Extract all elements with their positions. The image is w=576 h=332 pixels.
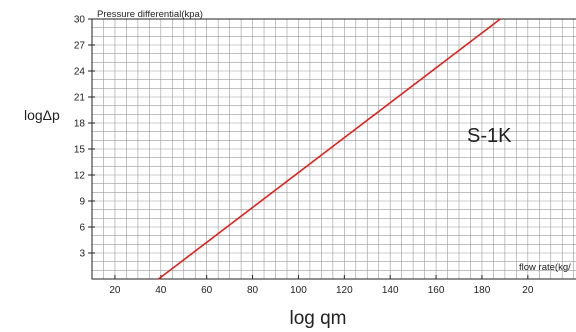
y-tick-label: 15: [74, 145, 86, 156]
y-axis-caption: Pressure differential(kpa): [97, 9, 203, 20]
series-layer: [158, 18, 501, 280]
x-tick-label: 40: [155, 285, 167, 296]
x-tick-label: 180: [474, 285, 491, 296]
y-tick-label: 27: [74, 41, 86, 52]
y-tick-label: 18: [74, 119, 86, 130]
y-tick-label: 3: [79, 249, 85, 260]
x-tick-label: 20: [109, 285, 121, 296]
y-tick-label: 30: [74, 15, 86, 26]
x-tick-label: 140: [382, 285, 399, 296]
y-axis: 3 6 9 12 15 18 21 24 27 30: [74, 15, 95, 260]
x-tick-label: 60: [201, 285, 213, 296]
x-axis: 20 40 60 80 100 120 140 160 180 20: [109, 275, 534, 296]
y-tick-label: 24: [74, 67, 86, 78]
x-tick-label: 120: [336, 285, 353, 296]
y-axis-label: logΔp: [24, 107, 60, 123]
x-axis-caption: flow rate(kg/: [519, 262, 571, 273]
grid: [91, 18, 576, 280]
x-axis-label: log qm: [289, 308, 346, 329]
model-label: S-1K: [467, 125, 512, 147]
x-tick-label: 160: [428, 285, 445, 296]
y-tick-label: 12: [74, 171, 86, 182]
x-tick-label: 20: [522, 285, 534, 296]
x-tick-label: 100: [290, 285, 307, 296]
series-line: [158, 18, 501, 280]
x-tick-label: 80: [247, 285, 259, 296]
y-tick-label: 6: [79, 223, 85, 234]
y-tick-label: 21: [74, 93, 86, 104]
y-tick-label: 9: [79, 197, 85, 208]
